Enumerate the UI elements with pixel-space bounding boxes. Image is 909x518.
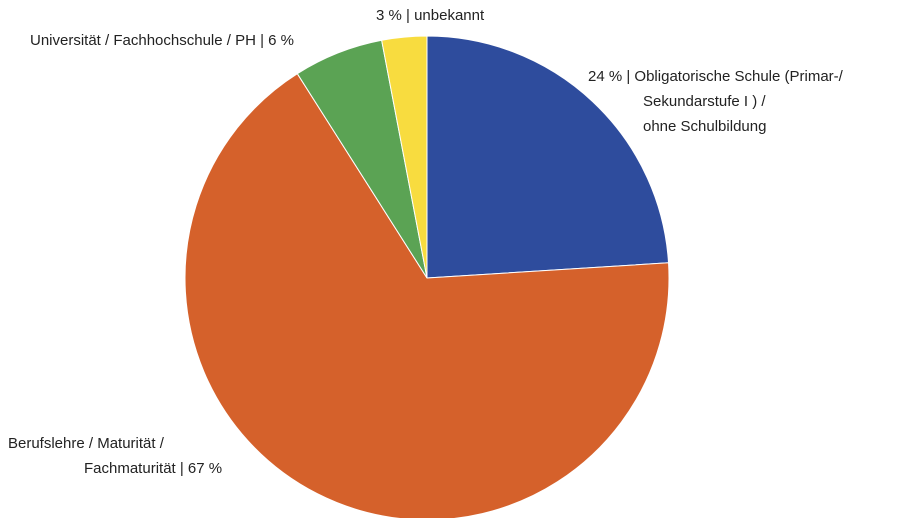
slice-label: Universität / Fachhochschule / PH | 6 % — [30, 32, 294, 49]
pie-slice — [381, 35, 428, 279]
slice-label: 3 % | unbekannt — [376, 7, 485, 24]
pie-slice — [426, 35, 670, 279]
slice-label: ohne Schulbildung — [643, 118, 766, 135]
slice-label: 24 % | Obligatorische Schule (Primar-/ — [588, 68, 844, 85]
slice-label: Berufslehre / Maturität / — [8, 435, 165, 452]
pie-slice — [184, 72, 670, 518]
slice-label: Fachmaturität | 67 % — [84, 460, 222, 477]
slice-label: Sekundarstufe I ) / — [643, 93, 766, 110]
